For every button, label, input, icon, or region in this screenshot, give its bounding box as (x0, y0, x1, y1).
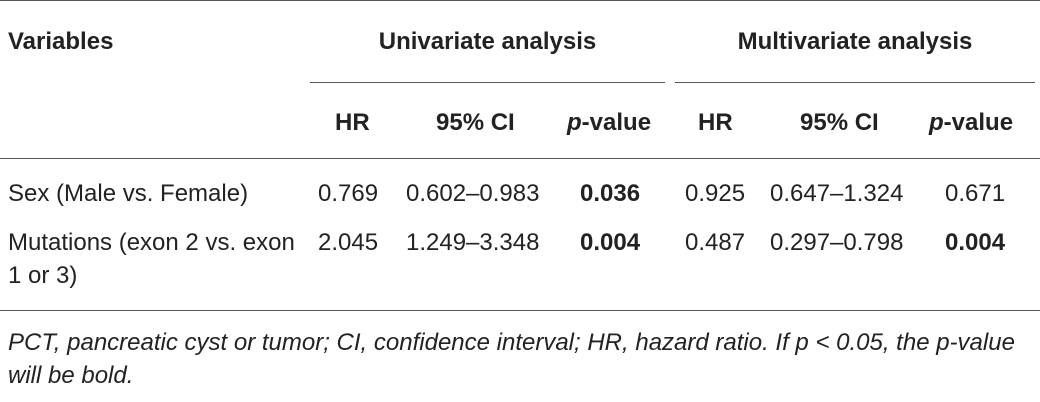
footnote: PCT, pancreatic cyst or tumor; CI, confi… (8, 329, 1015, 389)
column-header: p-value (567, 106, 651, 139)
column-header: p-value (929, 106, 1013, 139)
row-label: Sex (Male vs. Female) (8, 180, 249, 207)
column-header-text: p-value (567, 109, 652, 136)
rule (0, 310, 1040, 311)
group-header: Multivariate analysis (737, 28, 973, 55)
header-variables: Variables (8, 28, 114, 55)
cell: 0.004 (580, 229, 641, 256)
rule (310, 82, 665, 83)
column-header: HR (698, 109, 733, 136)
cell: 0.647–1.324 (770, 180, 904, 207)
group-header: Univariate analysis (378, 28, 597, 55)
cell: 0.602–0.983 (406, 180, 540, 207)
column-header: 95% CI (436, 109, 515, 136)
column-header: 95% CI (800, 109, 879, 136)
rule (0, 0, 1040, 1)
cell: 0.925 (685, 180, 746, 207)
rule (0, 158, 1040, 159)
row-label: Mutations (exon 2 vs. exon 1 or 3) (8, 229, 295, 289)
column-header-text: p-value (929, 109, 1014, 136)
cell: 0.036 (580, 180, 641, 207)
cell: 0.004 (945, 229, 1006, 256)
column-header: HR (335, 109, 370, 136)
cell: 1.249–3.348 (406, 229, 540, 256)
rule (675, 82, 1035, 83)
cell: 0.671 (945, 180, 1006, 207)
cell: 0.769 (318, 180, 379, 207)
cell: 0.487 (685, 229, 746, 256)
cell: 0.297–0.798 (770, 229, 904, 256)
cell: 2.045 (318, 229, 379, 256)
